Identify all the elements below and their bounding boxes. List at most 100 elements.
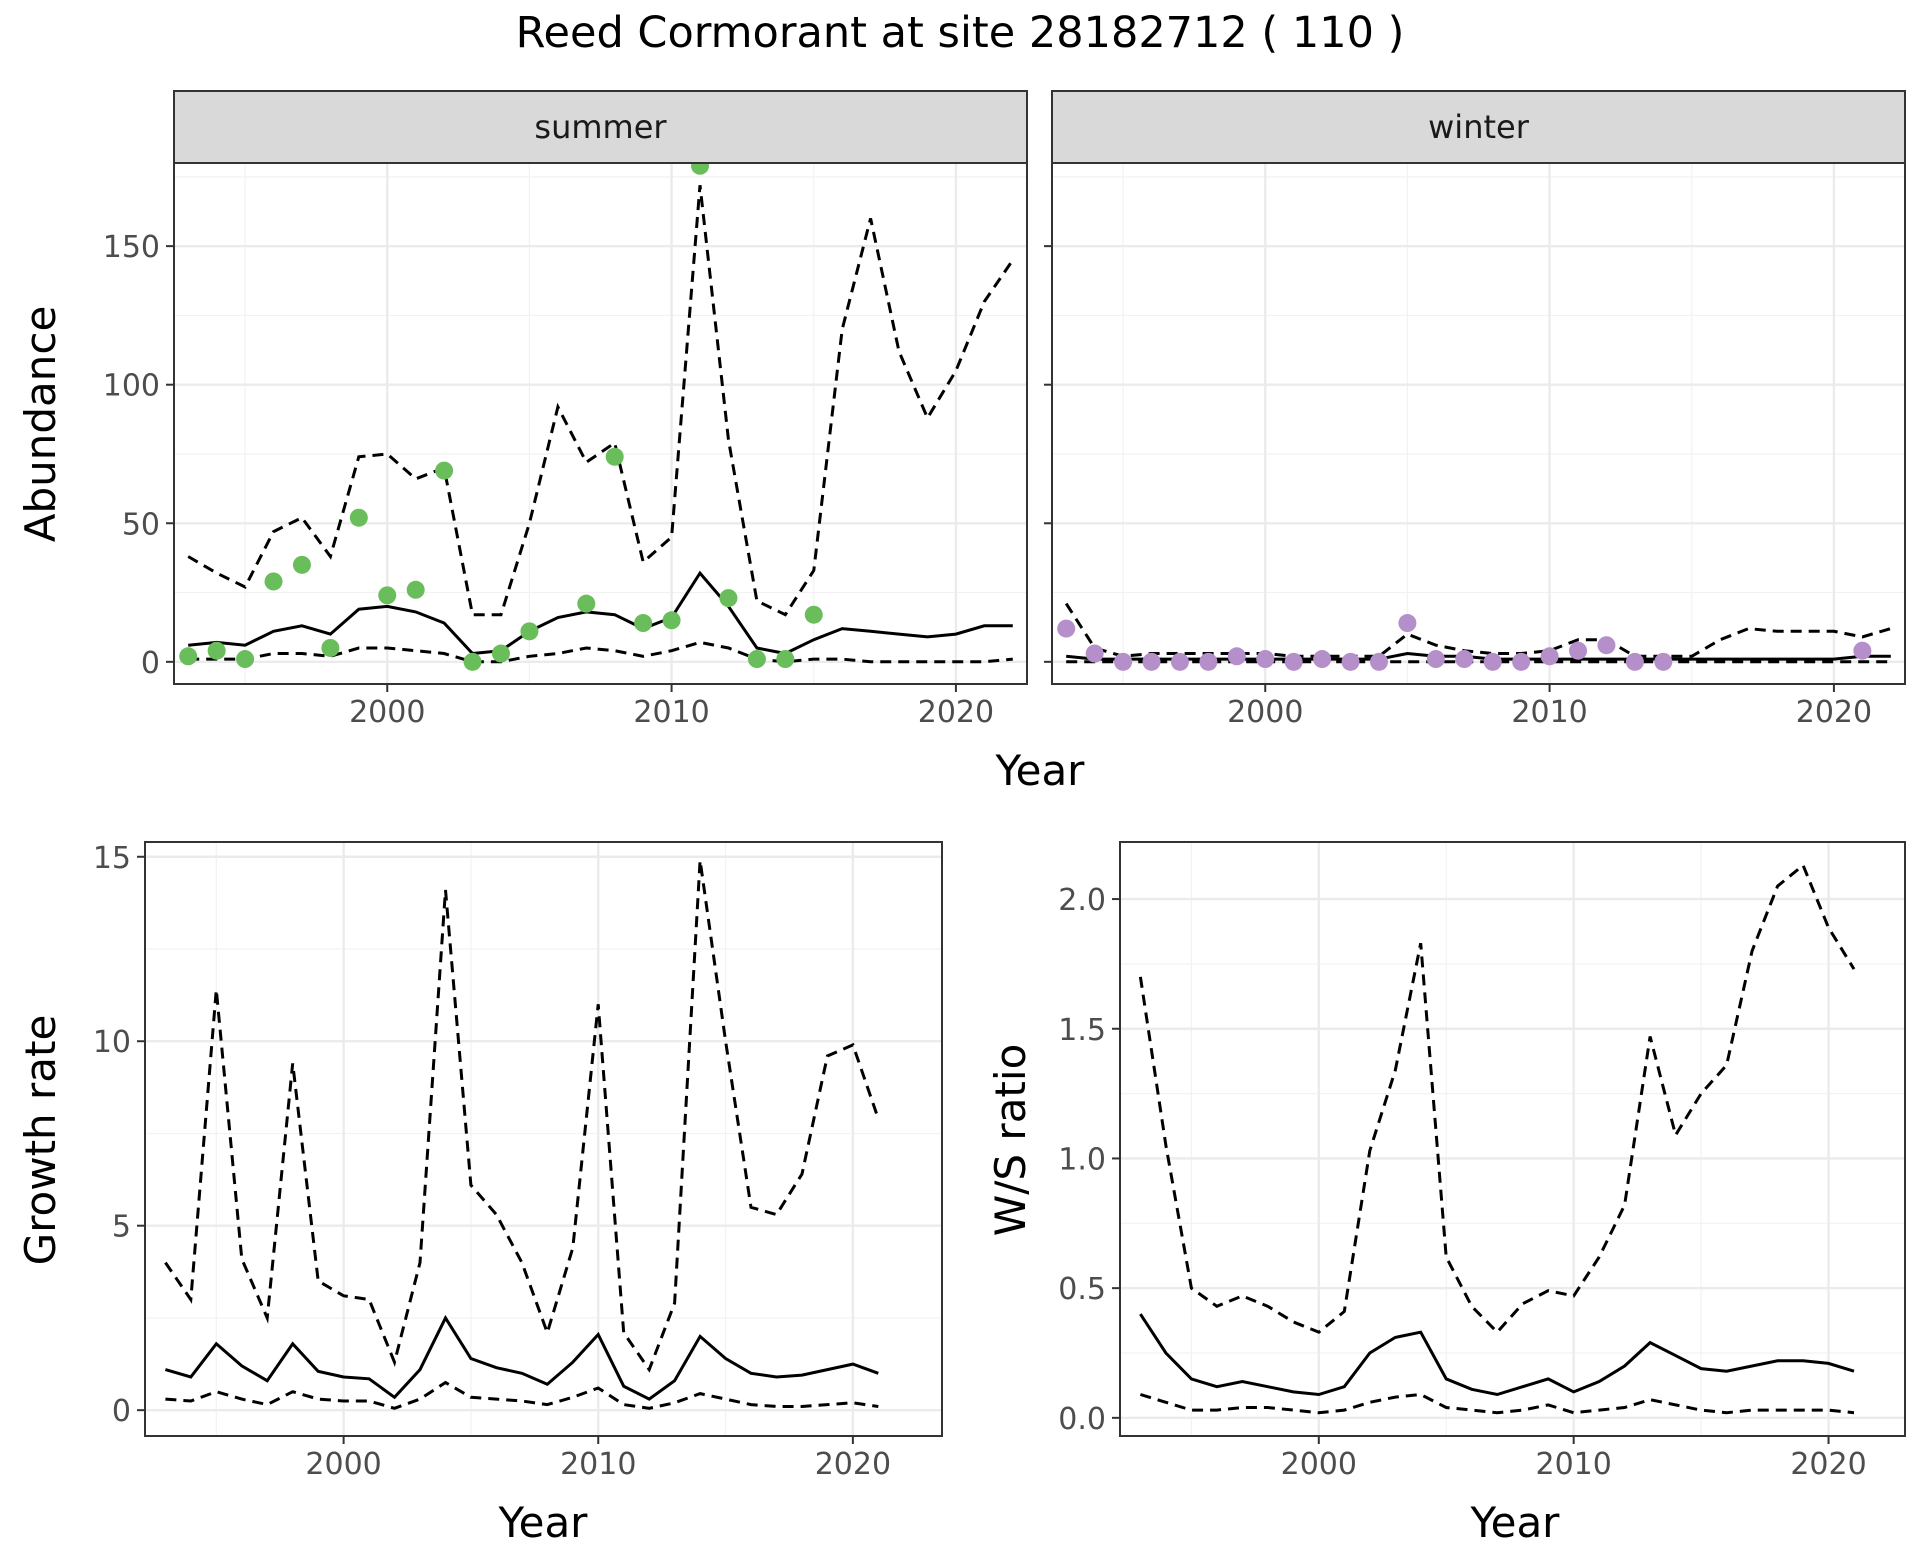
x-tick-label: 2020 [1796, 695, 1872, 730]
winter-gridlines [1052, 163, 1905, 684]
winter-observed-point [1199, 652, 1218, 671]
summer-mean-line [188, 570, 1013, 656]
winter-observed-points [1057, 614, 1872, 671]
summer-observed-point [719, 589, 738, 608]
summer-observed-point [491, 644, 510, 663]
growth-lower-bound-line [165, 1380, 879, 1410]
ratio-y-axis-title: W/S ratio [986, 1044, 1035, 1237]
growth-mean-line [164, 1314, 879, 1401]
summer-observed-point [776, 650, 795, 669]
summer-observed-point [605, 447, 624, 466]
growth-series [164, 860, 880, 1410]
winter-observed-point [1455, 650, 1474, 669]
growth-x-axis-title: Year [498, 1498, 589, 1547]
ratio-lower-bound-line [1139, 1392, 1855, 1415]
winter-observed-point [1057, 619, 1076, 638]
winter-upper-bound-line [1064, 602, 1892, 658]
winter-observed-point [1853, 641, 1872, 660]
summer-observed-point [435, 461, 454, 480]
winter-observed-point [1256, 650, 1275, 669]
winter-observed-point [1369, 652, 1388, 671]
winter-observed-point [1398, 614, 1417, 633]
winter-observed-point [1597, 636, 1616, 655]
winter-observed-point [1625, 652, 1644, 671]
winter-observed-point [1512, 652, 1531, 671]
summer-observed-points [179, 156, 823, 671]
y-tick-label: 0 [141, 646, 160, 681]
abundance-y-axis-title: Abundance [16, 306, 65, 543]
summer-observed-point [321, 638, 340, 657]
y-tick-label: 5 [112, 1210, 131, 1245]
winter-facet-label: winter [1428, 108, 1530, 146]
ratio-mean-line [1139, 1313, 1855, 1397]
summer-observed-point [662, 611, 681, 630]
ratio-panel-border [1119, 841, 1906, 1437]
x-tick-label: 2000 [1281, 1447, 1357, 1482]
ratio-gridlines [1120, 842, 1905, 1436]
growth-panel-border [144, 841, 943, 1437]
winter-observed-point [1114, 652, 1133, 671]
summer-observed-point [804, 605, 823, 624]
summer-observed-point [378, 586, 397, 605]
y-tick-label: 1.0 [1058, 1142, 1106, 1177]
growth-gridlines [145, 842, 942, 1436]
winter-observed-point [1313, 650, 1332, 669]
winter-panel-border [1051, 162, 1906, 685]
y-tick-label: 2.0 [1058, 883, 1106, 918]
x-tick-label: 2000 [305, 1447, 381, 1482]
summer-observed-point [634, 614, 653, 633]
winter-observed-point [1654, 652, 1673, 671]
x-tick-label: 2010 [560, 1447, 636, 1482]
summer-series [187, 185, 1015, 664]
abundance-summer-panel: 2000 2010 2020 0 50 100 150 summer [103, 90, 1028, 730]
winter-observed-point [1569, 641, 1588, 660]
summer-observed-point [406, 580, 425, 599]
winter-observed-point [1142, 652, 1161, 671]
summer-lower-bound-line [188, 640, 1013, 664]
winter-observed-point [1227, 647, 1246, 666]
x-tick-label: 2010 [633, 695, 709, 730]
growth-upper-bound-line [164, 860, 880, 1373]
y-tick-label: 15 [93, 841, 131, 876]
summer-facet-label: summer [534, 108, 667, 146]
y-tick-label: 0.5 [1058, 1272, 1106, 1307]
y-tick-label: 50 [122, 507, 160, 542]
summer-observed-point [463, 652, 482, 671]
x-tick-label: 2020 [918, 695, 994, 730]
x-tick-label: 2000 [1227, 695, 1303, 730]
chart-title: Reed Cormorant at site 28182712 ( 110 ) [516, 8, 1405, 58]
growth-y-axis-title: Growth rate [16, 1015, 65, 1266]
ratio-x-axis-title: Year [1470, 1498, 1561, 1547]
summer-observed-point [747, 650, 766, 669]
x-tick-label: 2010 [1511, 695, 1587, 730]
summer-observed-point [577, 594, 596, 613]
ws-ratio-panel: 2000 2010 2020 0.0 0.5 1.0 1.5 2.0 [1058, 841, 1906, 1482]
ratio-series [1138, 862, 1856, 1415]
summer-observed-point [179, 647, 198, 666]
summer-facet-strip [173, 90, 1028, 164]
ratio-upper-bound-line [1138, 862, 1856, 1335]
winter-facet-strip [1051, 90, 1906, 164]
y-tick-label: 1.5 [1058, 1013, 1106, 1048]
y-tick-label: 100 [103, 369, 160, 404]
winter-observed-point [1483, 652, 1502, 671]
winter-observed-point [1540, 647, 1559, 666]
summer-observed-point [349, 508, 368, 527]
summer-observed-point [292, 555, 311, 574]
winter-observed-point [1341, 652, 1360, 671]
summer-upper-bound-line [187, 185, 1015, 617]
winter-observed-point [1426, 650, 1445, 669]
x-tick-label: 2000 [349, 695, 425, 730]
x-tick-label: 2020 [815, 1447, 891, 1482]
summer-gridlines [174, 163, 1027, 684]
summer-observed-point [236, 650, 255, 669]
winter-observed-point [1170, 652, 1189, 671]
abundance-x-axis-title: Year [995, 746, 1086, 795]
summer-panel-border [173, 162, 1028, 685]
y-tick-label: 150 [103, 230, 160, 265]
x-tick-label: 2020 [1790, 1447, 1866, 1482]
y-tick-label: 10 [93, 1025, 131, 1060]
summer-observed-point [264, 572, 283, 591]
growth-rate-panel: 2000 2010 2020 0 5 10 15 [93, 841, 943, 1482]
